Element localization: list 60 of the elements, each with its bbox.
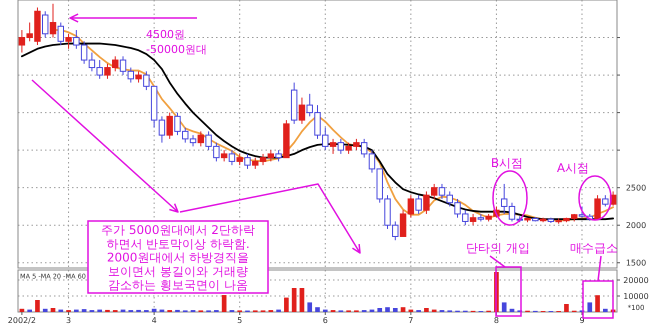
bar (602, 308, 608, 312)
x-tick-label: 8 (494, 316, 499, 325)
x-tick-label: 2002/2 (8, 316, 36, 325)
x-tick-label: 4 (152, 316, 157, 325)
candlestick (602, 194, 609, 207)
y-tick-label: 2500 (626, 184, 646, 193)
x-tick-label: 7 (408, 316, 414, 325)
bar (20, 308, 24, 312)
bar (595, 295, 600, 312)
bar (385, 307, 390, 312)
bar (424, 308, 429, 312)
bar (50, 308, 56, 312)
candlestick (415, 194, 422, 214)
bar (564, 304, 569, 312)
bar (377, 308, 382, 312)
x-tick-label: 5 (237, 316, 242, 325)
bar (42, 308, 48, 312)
bar (82, 309, 86, 312)
candlestick (298, 97, 306, 124)
annotation: 4500원 -50000원대 (146, 28, 207, 56)
bar (307, 302, 312, 312)
annotation: A시점 (556, 161, 590, 175)
candlestick (135, 70, 142, 84)
candlestick (470, 213, 476, 226)
bar (292, 288, 296, 312)
candlestick (244, 153, 251, 170)
candlestick (198, 130, 204, 147)
candlestick (50, 3, 56, 38)
candlestick (330, 138, 336, 154)
bar (300, 288, 304, 312)
bar (222, 295, 226, 312)
annotation: 단타의 개입 (466, 241, 530, 255)
y-tick-label: 10000 (623, 292, 649, 301)
bar (392, 308, 398, 312)
bar (152, 308, 156, 312)
candlestick (166, 112, 173, 140)
y-tick-label: 2000 (626, 221, 646, 230)
x-tick-label: 6 (322, 316, 328, 325)
candlestick (58, 22, 64, 46)
candlestick (338, 138, 344, 154)
x-tick-label: 3 (66, 316, 72, 325)
bar (284, 298, 289, 312)
bar (510, 308, 514, 312)
y-tick-label: 20000 (623, 276, 649, 285)
bar (502, 302, 507, 312)
bar (400, 307, 406, 312)
candlestick (275, 150, 282, 162)
candlestick (228, 150, 236, 166)
candlestick (220, 150, 228, 162)
candlestick (42, 10, 48, 38)
candlestick (594, 194, 601, 220)
bar (587, 302, 592, 312)
candlestick (236, 153, 243, 166)
annotation: 매수급소 (570, 241, 618, 255)
annotation: 주가 5000원대에서 2단하락 하면서 반토막이상 하락함. 2000원대에서 하방경직을 보이면서 봉길이와 거래량 감소하는 횡보국면이 나옴 (101, 223, 255, 292)
y-tick-label: 1500 (626, 258, 646, 268)
bar (315, 307, 320, 312)
candlestick (65, 33, 72, 50)
annotation: B시점 (490, 156, 524, 170)
bar (35, 300, 40, 312)
